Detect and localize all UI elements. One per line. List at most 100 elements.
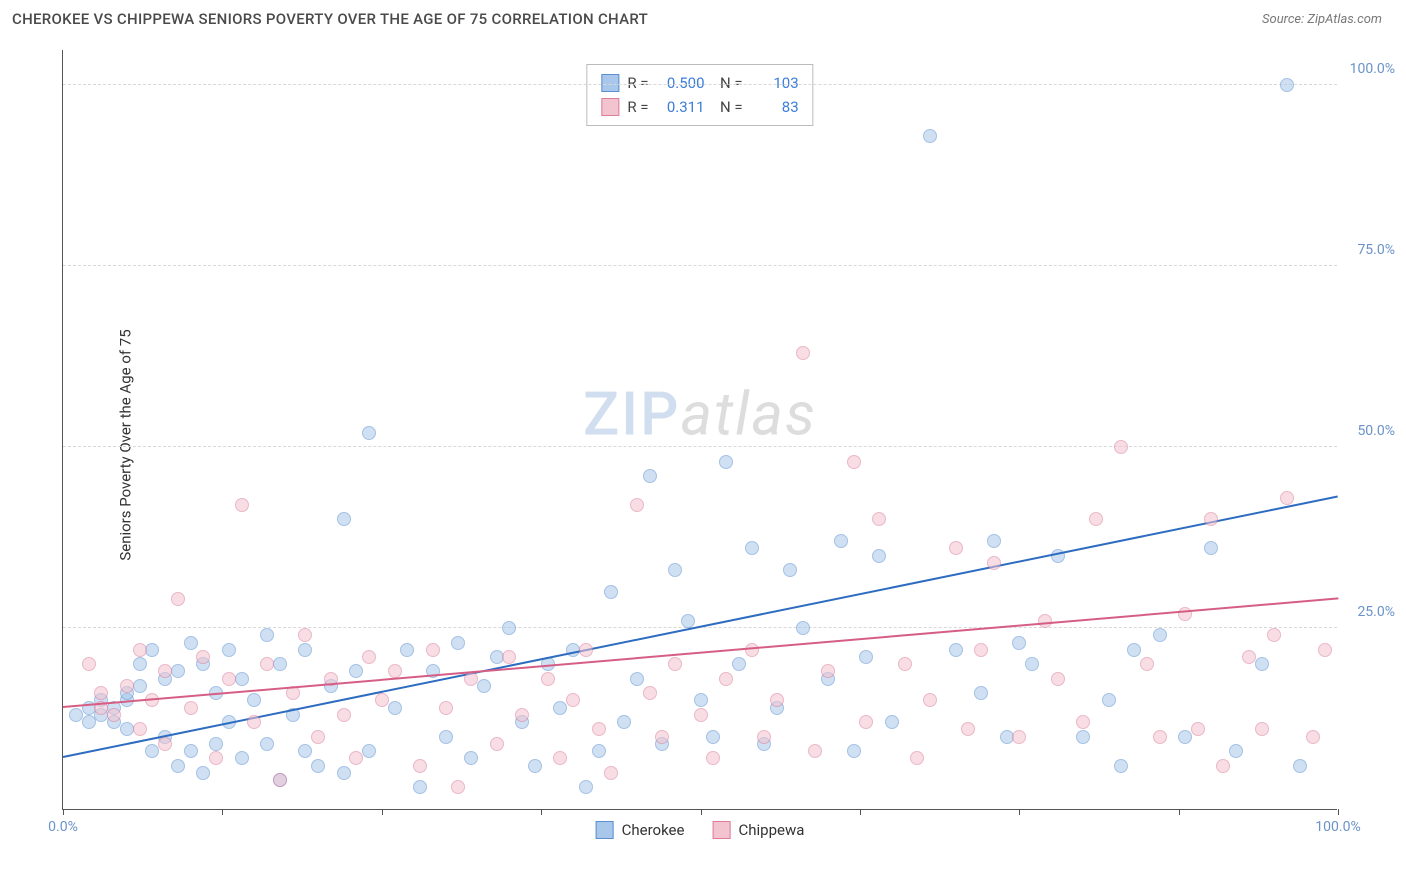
data-point bbox=[974, 686, 988, 700]
data-point bbox=[196, 766, 210, 780]
data-point bbox=[82, 715, 96, 729]
data-point bbox=[184, 636, 198, 650]
data-point bbox=[808, 744, 822, 758]
x-tick-label: 0.0% bbox=[48, 819, 78, 835]
y-tick-label: 100.0% bbox=[1343, 61, 1395, 77]
data-point bbox=[375, 693, 389, 707]
data-point bbox=[184, 701, 198, 715]
data-point bbox=[222, 672, 236, 686]
data-point bbox=[949, 643, 963, 657]
data-point bbox=[681, 614, 695, 628]
data-point bbox=[1229, 744, 1243, 758]
gridline bbox=[63, 446, 1337, 447]
data-point bbox=[783, 563, 797, 577]
data-point bbox=[643, 686, 657, 700]
data-point bbox=[145, 744, 159, 758]
data-point bbox=[311, 759, 325, 773]
correlation-legend: R = 0.500 N = 103 R = 0.311 N = 83 bbox=[586, 64, 813, 126]
data-point bbox=[337, 766, 351, 780]
data-point bbox=[1076, 730, 1090, 744]
legend-row-chippewa: R = 0.311 N = 83 bbox=[601, 95, 798, 119]
data-point bbox=[133, 722, 147, 736]
data-point bbox=[1153, 628, 1167, 642]
data-point bbox=[553, 701, 567, 715]
data-point bbox=[439, 701, 453, 715]
data-point bbox=[719, 455, 733, 469]
data-point bbox=[668, 563, 682, 577]
data-point bbox=[171, 664, 185, 678]
data-point bbox=[1089, 512, 1103, 526]
data-point bbox=[1178, 730, 1192, 744]
data-point bbox=[298, 643, 312, 657]
data-point bbox=[1318, 643, 1332, 657]
swatch-cherokee-icon bbox=[596, 821, 614, 839]
data-point bbox=[553, 751, 567, 765]
data-point bbox=[1267, 628, 1281, 642]
data-point bbox=[451, 636, 465, 650]
chart-container: Seniors Poverty Over the Age of 75 ZIPat… bbox=[20, 40, 1390, 850]
data-point bbox=[426, 643, 440, 657]
data-point bbox=[337, 512, 351, 526]
data-point bbox=[745, 541, 759, 555]
data-point bbox=[388, 701, 402, 715]
data-point bbox=[362, 426, 376, 440]
data-point bbox=[1216, 759, 1230, 773]
data-point bbox=[1280, 491, 1294, 505]
data-point bbox=[235, 672, 249, 686]
swatch-chippewa-icon bbox=[712, 821, 730, 839]
source-attribution: Source: ZipAtlas.com bbox=[1262, 12, 1382, 27]
data-point bbox=[872, 549, 886, 563]
data-point bbox=[273, 657, 287, 671]
data-point bbox=[133, 679, 147, 693]
data-point bbox=[655, 730, 669, 744]
data-point bbox=[796, 346, 810, 360]
data-point bbox=[847, 744, 861, 758]
data-point bbox=[158, 664, 172, 678]
data-point bbox=[222, 643, 236, 657]
data-point bbox=[362, 744, 376, 758]
data-point bbox=[1178, 607, 1192, 621]
data-point bbox=[694, 693, 708, 707]
data-point bbox=[515, 708, 529, 722]
y-tick-label: 25.0% bbox=[1343, 604, 1395, 620]
data-point bbox=[349, 751, 363, 765]
data-point bbox=[1255, 722, 1269, 736]
x-tick-label: 100.0% bbox=[1315, 819, 1360, 835]
data-point bbox=[1204, 541, 1218, 555]
data-point bbox=[579, 780, 593, 794]
data-point bbox=[171, 592, 185, 606]
data-point bbox=[464, 751, 478, 765]
x-tick bbox=[860, 809, 861, 815]
data-point bbox=[706, 730, 720, 744]
data-point bbox=[477, 679, 491, 693]
data-point bbox=[604, 585, 618, 599]
y-tick-label: 75.0% bbox=[1343, 242, 1395, 258]
x-tick bbox=[1019, 809, 1020, 815]
data-point bbox=[1204, 512, 1218, 526]
data-point bbox=[247, 693, 261, 707]
x-tick bbox=[1179, 809, 1180, 815]
data-point bbox=[1153, 730, 1167, 744]
x-tick bbox=[222, 809, 223, 815]
data-point bbox=[694, 708, 708, 722]
legend-row-cherokee: R = 0.500 N = 103 bbox=[601, 71, 798, 95]
data-point bbox=[1076, 715, 1090, 729]
data-point bbox=[145, 643, 159, 657]
data-point bbox=[413, 759, 427, 773]
data-point bbox=[260, 657, 274, 671]
data-point bbox=[796, 621, 810, 635]
data-point bbox=[158, 737, 172, 751]
data-point bbox=[1306, 730, 1320, 744]
data-point bbox=[1127, 643, 1141, 657]
data-point bbox=[757, 730, 771, 744]
data-point bbox=[706, 751, 720, 765]
data-point bbox=[196, 650, 210, 664]
data-point bbox=[349, 664, 363, 678]
data-point bbox=[974, 643, 988, 657]
data-point bbox=[1140, 657, 1154, 671]
x-tick bbox=[701, 809, 702, 815]
data-point bbox=[528, 759, 542, 773]
data-point bbox=[400, 643, 414, 657]
data-point bbox=[337, 708, 351, 722]
x-tick bbox=[382, 809, 383, 815]
